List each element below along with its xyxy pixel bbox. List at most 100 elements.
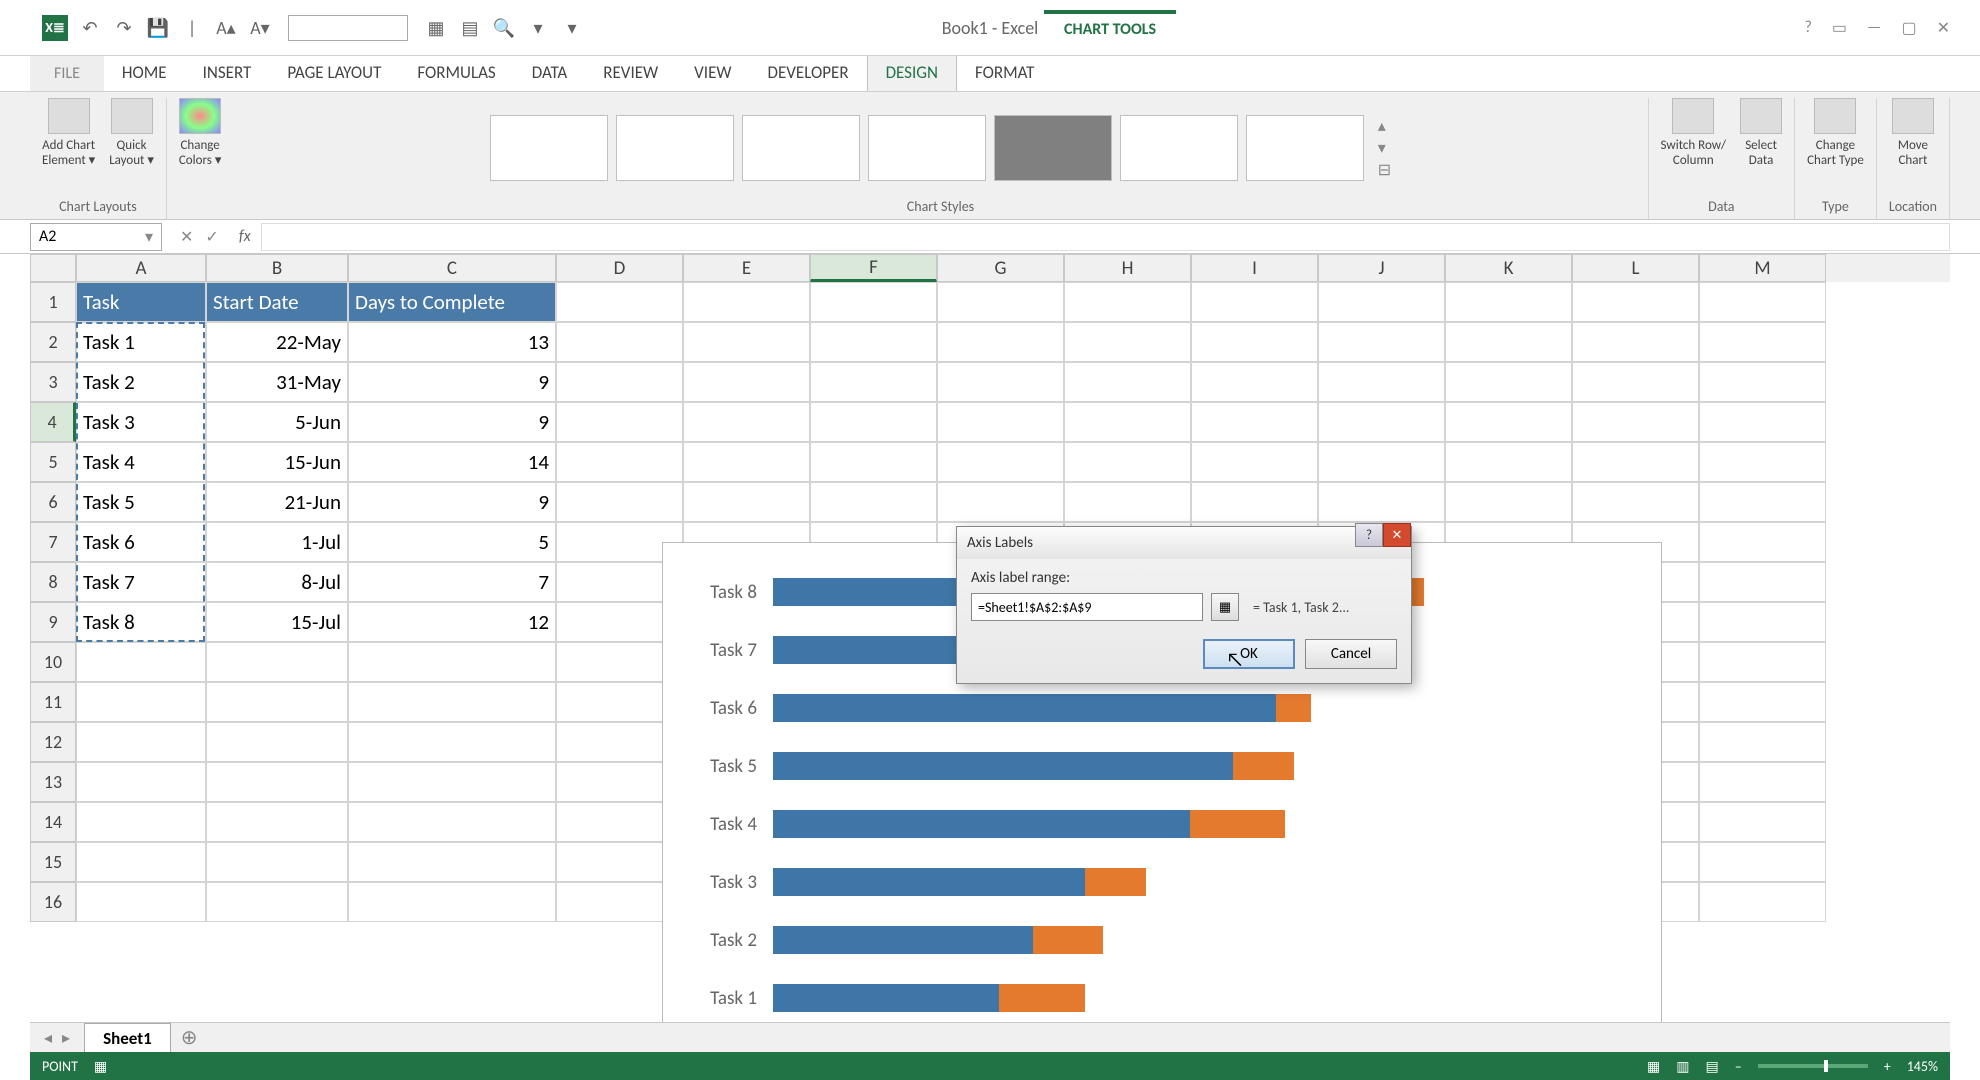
cell[interactable]	[348, 802, 556, 842]
style-thumb[interactable]	[742, 115, 860, 181]
cell[interactable]	[1699, 482, 1826, 522]
save-icon[interactable]: 💾	[146, 16, 170, 40]
cell[interactable]	[1572, 322, 1699, 362]
cell[interactable]	[348, 762, 556, 802]
cell[interactable]	[1191, 402, 1318, 442]
cell[interactable]	[76, 802, 206, 842]
ribbon-button[interactable]: SelectData	[1740, 98, 1782, 168]
row-header[interactable]: 7	[30, 522, 76, 562]
cell[interactable]	[1572, 362, 1699, 402]
cell[interactable]	[1064, 322, 1191, 362]
cell[interactable]: 13	[348, 322, 556, 362]
cell[interactable]	[348, 682, 556, 722]
cell[interactable]	[810, 442, 937, 482]
column-header[interactable]: C	[348, 254, 556, 282]
cell[interactable]	[348, 882, 556, 922]
cell[interactable]	[1699, 322, 1826, 362]
sheet-tab-active[interactable]: Sheet1	[84, 1023, 171, 1053]
cell[interactable]	[206, 842, 348, 882]
cell[interactable]: 5	[348, 522, 556, 562]
dialog-help-icon[interactable]: ?	[1355, 523, 1383, 547]
cell[interactable]	[1445, 322, 1572, 362]
cell[interactable]: Start Date	[206, 282, 348, 322]
cell[interactable]: Task 3	[76, 402, 206, 442]
cell[interactable]: Task 8	[76, 602, 206, 642]
row-header[interactable]: 13	[30, 762, 76, 802]
cell[interactable]	[683, 402, 810, 442]
cell[interactable]	[206, 802, 348, 842]
column-header[interactable]: B	[206, 254, 348, 282]
cell[interactable]: 31-May	[206, 362, 348, 402]
cell[interactable]	[1699, 562, 1826, 602]
row-header[interactable]: 6	[30, 482, 76, 522]
cell[interactable]: 21-Jun	[206, 482, 348, 522]
row-header[interactable]: 15	[30, 842, 76, 882]
qa-btn-2[interactable]: ▤	[458, 16, 482, 40]
zoom-out-icon[interactable]: –	[1735, 1058, 1742, 1075]
tab-developer[interactable]: DEVELOPER	[750, 54, 867, 91]
cell[interactable]: Task 7	[76, 562, 206, 602]
cancel-formula-icon[interactable]: ✕	[180, 227, 193, 247]
cell[interactable]	[1699, 282, 1826, 322]
cell[interactable]	[810, 322, 937, 362]
column-header[interactable]: D	[556, 254, 683, 282]
cell[interactable]	[76, 762, 206, 802]
cell[interactable]	[1699, 522, 1826, 562]
cell[interactable]	[348, 642, 556, 682]
cell[interactable]: Task 5	[76, 482, 206, 522]
cell[interactable]	[76, 642, 206, 682]
cell[interactable]	[556, 282, 683, 322]
row-header[interactable]: 12	[30, 722, 76, 762]
style-thumb[interactable]	[868, 115, 986, 181]
cell[interactable]: 9	[348, 482, 556, 522]
cell[interactable]: 8-Jul	[206, 562, 348, 602]
select-all-corner[interactable]	[30, 254, 76, 282]
cell[interactable]	[810, 282, 937, 322]
column-header[interactable]: K	[1445, 254, 1572, 282]
undo-icon[interactable]: ↶	[78, 16, 102, 40]
cell[interactable]	[1699, 722, 1826, 762]
column-header[interactable]: M	[1699, 254, 1826, 282]
change-colors-button[interactable]: ChangeColors ▾	[179, 98, 222, 168]
cell[interactable]	[556, 482, 683, 522]
ribbon-button[interactable]: ChangeChart Type	[1807, 98, 1864, 168]
cell[interactable]	[1445, 362, 1572, 402]
cell[interactable]: 14	[348, 442, 556, 482]
cell[interactable]: Task 6	[76, 522, 206, 562]
cell[interactable]	[206, 682, 348, 722]
cell[interactable]	[937, 442, 1064, 482]
row-header[interactable]: 9	[30, 602, 76, 642]
cell[interactable]: 7	[348, 562, 556, 602]
cell[interactable]: Task	[76, 282, 206, 322]
row-header[interactable]: 4	[30, 402, 76, 442]
cell[interactable]	[206, 642, 348, 682]
tab-view[interactable]: VIEW	[676, 54, 749, 91]
cell[interactable]	[937, 482, 1064, 522]
cell[interactable]: 1-Jul	[206, 522, 348, 562]
cell[interactable]	[76, 842, 206, 882]
cell[interactable]	[1445, 402, 1572, 442]
cell[interactable]	[937, 362, 1064, 402]
cell[interactable]	[810, 402, 937, 442]
cell[interactable]	[683, 322, 810, 362]
cell[interactable]	[76, 682, 206, 722]
cell[interactable]	[1572, 442, 1699, 482]
cancel-button[interactable]: Cancel	[1305, 639, 1397, 669]
row-header[interactable]: 16	[30, 882, 76, 922]
cell[interactable]	[1064, 402, 1191, 442]
formula-input[interactable]	[261, 223, 1950, 251]
row-header[interactable]: 11	[30, 682, 76, 722]
cell[interactable]	[1699, 882, 1826, 922]
cell[interactable]	[1572, 282, 1699, 322]
cell[interactable]	[1445, 482, 1572, 522]
maximize-icon[interactable]: ▢	[1901, 18, 1916, 38]
cell[interactable]	[1445, 282, 1572, 322]
cell[interactable]: Task 4	[76, 442, 206, 482]
cell[interactable]	[76, 722, 206, 762]
cell[interactable]: Days to Complete	[348, 282, 556, 322]
font-increase-icon[interactable]: A▴	[214, 16, 238, 40]
axis-range-input[interactable]	[971, 593, 1203, 621]
style-thumb-selected[interactable]	[994, 115, 1112, 181]
cell[interactable]	[1191, 482, 1318, 522]
dialog-title-bar[interactable]: Axis Labels ? ✕	[957, 527, 1411, 559]
